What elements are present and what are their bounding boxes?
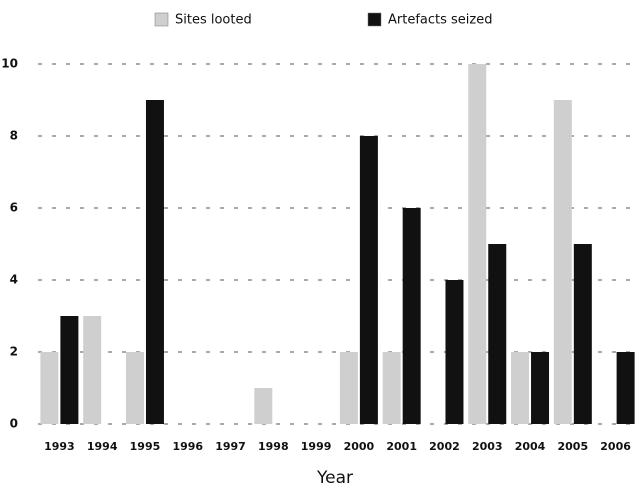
bar [254, 388, 273, 424]
x-axis-label: Year [316, 468, 353, 488]
x-tick-label: 1996 [172, 440, 203, 453]
legend-swatch [154, 12, 169, 27]
x-tick-label: 2006 [600, 440, 631, 453]
y-tick-label: 0 [10, 417, 18, 431]
x-tick-label: 1999 [301, 440, 332, 453]
x-tick-label: 2003 [472, 440, 503, 453]
bar [553, 100, 572, 424]
x-tick-label: 1993 [44, 440, 75, 453]
x-tick-label: 2001 [386, 440, 417, 453]
bar [531, 352, 550, 424]
legend-label: Artefacts seized [388, 13, 492, 28]
bar [468, 64, 487, 424]
bar [382, 352, 401, 424]
bar [488, 244, 507, 424]
x-tick-label: 2000 [344, 440, 375, 453]
y-tick-label: 6 [10, 201, 18, 215]
x-tick-label: 2002 [429, 440, 460, 453]
bar [616, 352, 635, 424]
bar [511, 352, 530, 424]
bar [60, 316, 79, 424]
bar [83, 316, 102, 424]
x-tick-label: 2004 [515, 440, 546, 453]
x-tick-label: 1998 [258, 440, 289, 453]
bar [145, 100, 164, 424]
y-tick-label: 10 [1, 57, 18, 71]
y-tick-label: 4 [10, 273, 18, 287]
x-tick-label: 1997 [215, 440, 246, 453]
x-tick-label: 1995 [130, 440, 161, 453]
bar [40, 352, 59, 424]
x-tick-label: 2005 [558, 440, 589, 453]
bar [359, 136, 378, 424]
bar [339, 352, 358, 424]
y-tick-label: 8 [10, 129, 18, 143]
bar [125, 352, 144, 424]
bar [445, 280, 464, 424]
bar [573, 244, 592, 424]
legend-swatch [367, 12, 382, 27]
bar [402, 208, 421, 424]
x-tick-label: 1994 [87, 440, 118, 453]
legend-label: Sites looted [175, 13, 252, 28]
y-tick-label: 2 [10, 345, 18, 359]
